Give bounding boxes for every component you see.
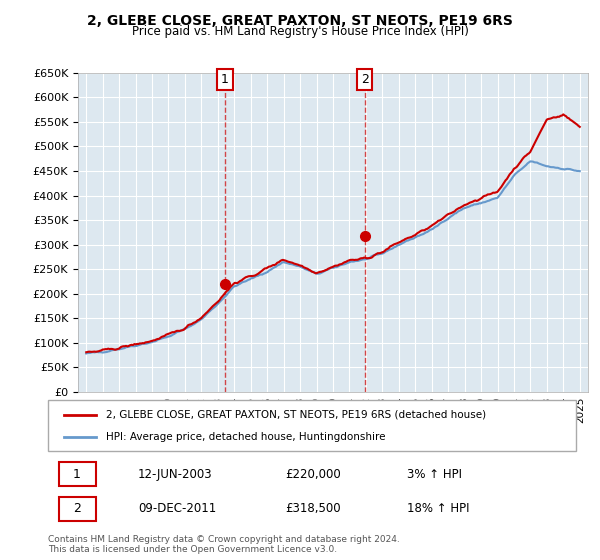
Text: 3% ↑ HPI: 3% ↑ HPI bbox=[407, 468, 462, 480]
Text: 1: 1 bbox=[221, 73, 229, 86]
FancyBboxPatch shape bbox=[59, 497, 95, 521]
Text: 2, GLEBE CLOSE, GREAT PAXTON, ST NEOTS, PE19 6RS (detached house): 2, GLEBE CLOSE, GREAT PAXTON, ST NEOTS, … bbox=[106, 409, 486, 419]
FancyBboxPatch shape bbox=[48, 400, 576, 451]
Text: 2: 2 bbox=[73, 502, 81, 515]
Text: £318,500: £318,500 bbox=[286, 502, 341, 515]
Text: Contains HM Land Registry data © Crown copyright and database right 2024.
This d: Contains HM Land Registry data © Crown c… bbox=[48, 535, 400, 554]
Text: 09-DEC-2011: 09-DEC-2011 bbox=[138, 502, 216, 515]
Text: HPI: Average price, detached house, Huntingdonshire: HPI: Average price, detached house, Hunt… bbox=[106, 432, 386, 442]
FancyBboxPatch shape bbox=[59, 462, 95, 486]
Text: £220,000: £220,000 bbox=[286, 468, 341, 480]
Text: 18% ↑ HPI: 18% ↑ HPI bbox=[407, 502, 470, 515]
Text: Price paid vs. HM Land Registry's House Price Index (HPI): Price paid vs. HM Land Registry's House … bbox=[131, 25, 469, 38]
Text: 12-JUN-2003: 12-JUN-2003 bbox=[138, 468, 212, 480]
Text: 2: 2 bbox=[361, 73, 368, 86]
Text: 1: 1 bbox=[73, 468, 81, 480]
Text: 2, GLEBE CLOSE, GREAT PAXTON, ST NEOTS, PE19 6RS: 2, GLEBE CLOSE, GREAT PAXTON, ST NEOTS, … bbox=[87, 14, 513, 28]
